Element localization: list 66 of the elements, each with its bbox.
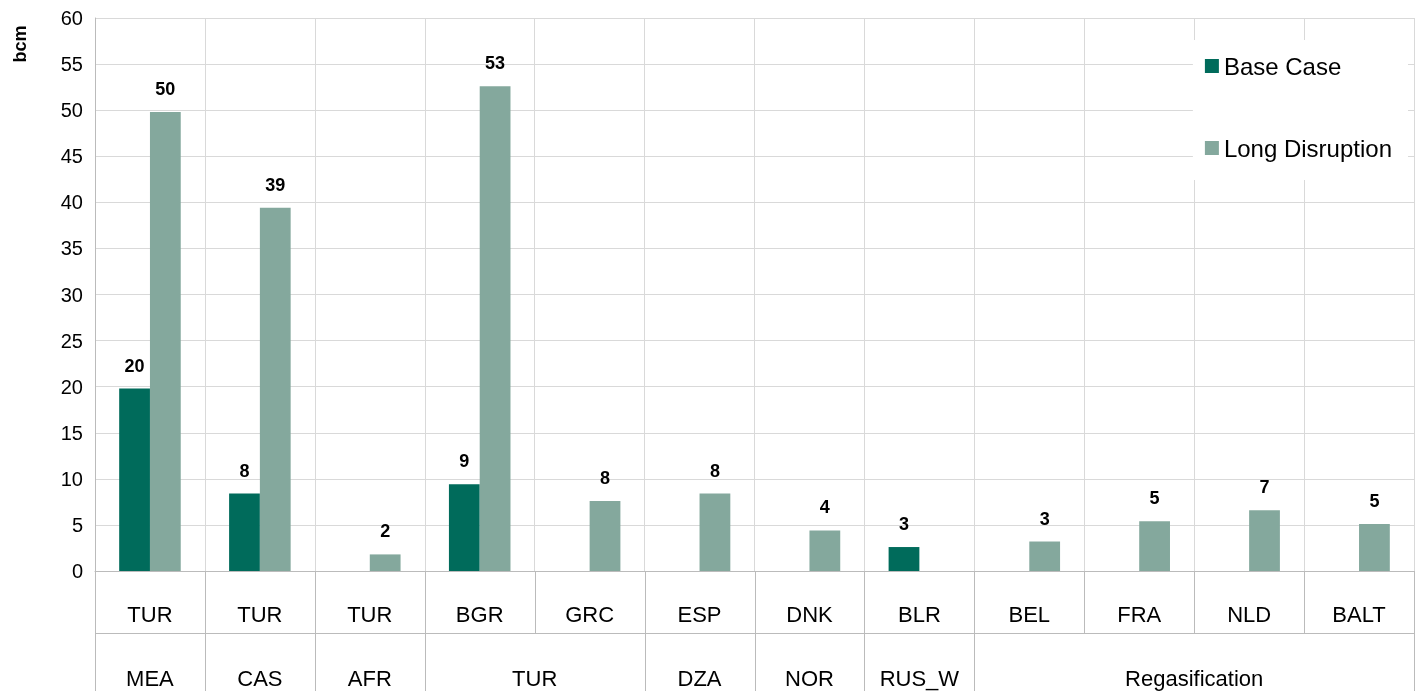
bar — [259, 207, 291, 571]
x-tick-label: NLD — [1227, 601, 1272, 627]
data-label: 8 — [239, 460, 250, 481]
bar — [479, 86, 511, 571]
legend-label: Long Disruption — [1223, 134, 1392, 162]
data-label: 3 — [898, 514, 909, 535]
data-label: 39 — [265, 174, 286, 195]
y-tick-label: 25 — [60, 329, 83, 352]
data-label: 50 — [155, 79, 176, 100]
data-label: 9 — [459, 451, 470, 472]
text: NOR — [785, 665, 834, 691]
data-label: 4 — [819, 497, 830, 518]
y-tick-label: 50 — [60, 99, 83, 122]
x-tick-label: BGR — [455, 601, 504, 627]
y-tick-label: 20 — [60, 375, 83, 398]
bar — [369, 554, 401, 571]
data-label: 7 — [1259, 477, 1270, 498]
y-tick-label: 35 — [60, 237, 83, 260]
bar — [149, 112, 181, 571]
bar — [1249, 510, 1280, 571]
x-tick-label: GRC — [565, 601, 615, 627]
y-tick-label: 5 — [71, 513, 83, 536]
y-tick-label: 30 — [60, 283, 83, 306]
data-label: 20 — [124, 355, 145, 376]
text: AFR — [347, 665, 392, 691]
bar — [1359, 524, 1390, 571]
text: DZA — [677, 665, 722, 691]
bar — [809, 530, 841, 571]
x-tick-label: TUR — [347, 601, 393, 627]
y-tick-label: 15 — [60, 421, 83, 444]
y-tick-label: 55 — [60, 53, 83, 76]
x-tick-label: TUR — [237, 601, 283, 627]
data-label: 5 — [1149, 488, 1160, 509]
text: MEA — [126, 665, 175, 691]
data-label: 53 — [485, 53, 506, 74]
y-tick-label: 0 — [71, 560, 83, 582]
bar — [699, 493, 731, 571]
bar — [229, 493, 260, 571]
data-label: 3 — [1039, 508, 1050, 529]
y-tick-label: 10 — [60, 467, 83, 490]
bar — [888, 547, 920, 571]
y-tick-label: 40 — [60, 191, 83, 214]
x-tick-label: BEL — [1008, 601, 1051, 627]
bar — [1029, 541, 1061, 571]
bar — [589, 500, 621, 571]
data-label: 8 — [600, 467, 611, 488]
legend-label: Base Case — [1223, 52, 1342, 80]
y-tick-label: 45 — [60, 145, 83, 168]
x-tick-label: DNK — [786, 601, 834, 627]
data-label: 8 — [709, 460, 720, 481]
data-label: 2 — [380, 521, 391, 542]
y-axis-title: bcm — [10, 25, 30, 63]
y-tick-label: 60 — [60, 7, 83, 29]
bar — [119, 388, 150, 571]
x-tick-label: ESP — [677, 601, 722, 627]
x-tick-label: FRA — [1117, 601, 1162, 627]
text: CAS — [237, 665, 283, 691]
x-tick-label: TUR — [127, 601, 173, 627]
x-tick-label: BLR — [897, 601, 941, 627]
bar — [448, 484, 480, 571]
bar — [1139, 521, 1170, 571]
text: RUS_W — [879, 665, 960, 691]
x-tick-label: BALT — [1332, 601, 1386, 627]
text: Regasification — [1125, 665, 1264, 691]
data-label: 5 — [1369, 490, 1380, 511]
text: TUR — [512, 665, 558, 691]
